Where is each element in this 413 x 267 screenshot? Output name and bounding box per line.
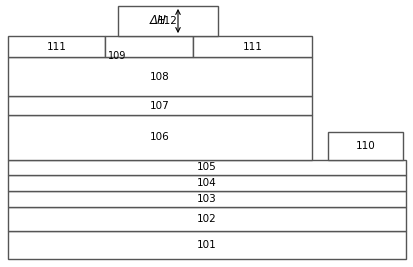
Bar bbox=[8, 207, 405, 231]
Text: 101: 101 bbox=[197, 240, 216, 250]
Bar bbox=[8, 36, 105, 57]
Text: ΔH: ΔH bbox=[149, 14, 166, 26]
Bar bbox=[8, 231, 405, 259]
Text: 102: 102 bbox=[197, 214, 216, 224]
Bar bbox=[8, 160, 405, 175]
Text: 106: 106 bbox=[150, 132, 169, 143]
Text: 104: 104 bbox=[197, 178, 216, 188]
Text: 108: 108 bbox=[150, 72, 169, 81]
Bar bbox=[192, 36, 311, 57]
Bar bbox=[105, 36, 192, 57]
Text: 103: 103 bbox=[197, 194, 216, 204]
Text: 111: 111 bbox=[242, 41, 262, 52]
Text: 107: 107 bbox=[150, 100, 169, 111]
Bar bbox=[8, 191, 405, 207]
Text: 111: 111 bbox=[46, 41, 66, 52]
Bar bbox=[8, 57, 311, 96]
Text: 105: 105 bbox=[197, 163, 216, 172]
Bar bbox=[327, 132, 402, 160]
Text: 110: 110 bbox=[355, 141, 375, 151]
Bar bbox=[8, 96, 311, 115]
Bar bbox=[118, 6, 218, 36]
Text: 109: 109 bbox=[108, 51, 126, 61]
Bar bbox=[8, 115, 311, 160]
Bar bbox=[8, 175, 405, 191]
Text: 112: 112 bbox=[158, 16, 178, 26]
